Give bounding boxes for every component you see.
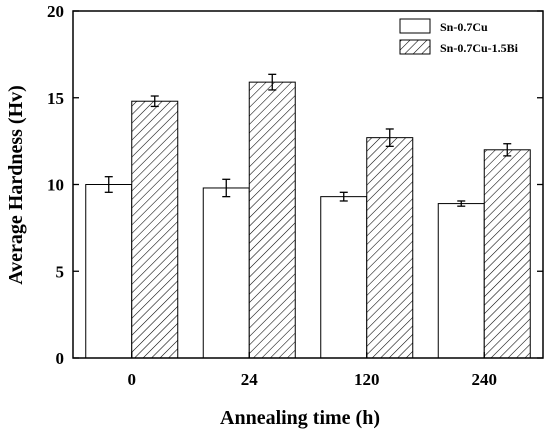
bar-series-1-240: [437, 203, 485, 359]
plot-area: 0 5 10 15 20 0 24 120 240: [47, 2, 544, 389]
bar-series-2-120: [366, 137, 414, 359]
y-tick-label-10: 10: [47, 176, 64, 195]
y-tick-label-15: 15: [47, 89, 64, 108]
bar-series-1-0: [85, 184, 133, 359]
bar-series-1-120: [320, 196, 368, 359]
y-tick-label-0: 0: [56, 349, 65, 368]
x-tick-label-120: 120: [354, 370, 380, 389]
x-tick-label-240: 240: [472, 370, 498, 389]
x-tick-label-0: 0: [128, 370, 137, 389]
legend: Sn-0.7Cu Sn-0.7Cu-1.5Bi: [399, 18, 519, 55]
bar-series-2-0: [131, 100, 179, 359]
legend-label-series-2: Sn-0.7Cu-1.5Bi: [440, 41, 519, 55]
y-tick-label-5: 5: [56, 262, 65, 281]
bar-series-2-240: [483, 149, 531, 359]
bar-series-1-24: [202, 187, 250, 359]
legend-label-series-1: Sn-0.7Cu: [440, 20, 488, 34]
x-tick-label-24: 24: [241, 370, 259, 389]
bar-series-2-24: [248, 81, 296, 359]
x-axis-title: Annealing time (h): [220, 407, 380, 429]
legend-swatch-series-2: [399, 39, 431, 55]
legend-swatch-series-1: [399, 18, 431, 34]
y-axis-title: Average Hardness (Hv): [5, 85, 27, 285]
y-tick-label-20: 20: [47, 2, 64, 21]
